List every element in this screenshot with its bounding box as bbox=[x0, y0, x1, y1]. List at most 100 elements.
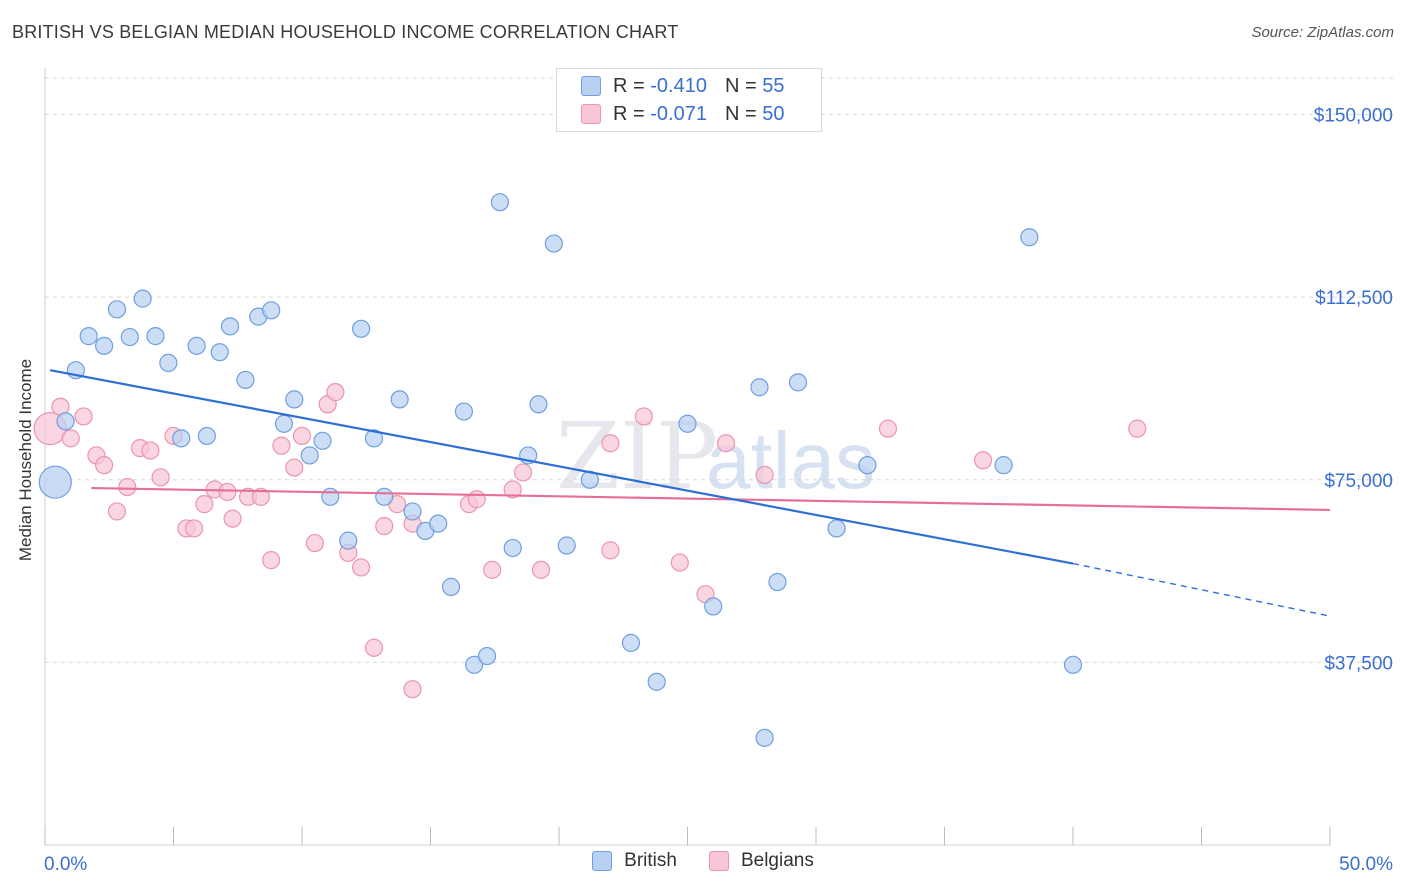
british-point bbox=[313, 431, 332, 450]
british-point bbox=[827, 519, 846, 538]
belgians-point bbox=[251, 487, 270, 506]
belgians-point bbox=[601, 541, 620, 560]
british-point bbox=[503, 538, 522, 558]
belgians-n-value: 50 bbox=[762, 102, 785, 125]
belgians-point bbox=[141, 441, 160, 460]
belgians-point bbox=[352, 558, 371, 577]
british-point bbox=[107, 300, 127, 319]
belgians-point bbox=[107, 502, 127, 521]
belgians-point bbox=[670, 553, 689, 572]
x-tick-label-min: 0.0% bbox=[44, 854, 87, 875]
belgians-r-value: -0.071 bbox=[650, 102, 707, 125]
british-point bbox=[321, 487, 340, 506]
british-point bbox=[454, 402, 474, 421]
axes bbox=[44, 68, 1331, 846]
belgians-swatch bbox=[581, 104, 601, 124]
belgians-point bbox=[755, 465, 774, 484]
british-point bbox=[38, 465, 72, 499]
british-n-label: N = bbox=[724, 74, 757, 97]
legend-row-british: R = -0.410 N = 55 bbox=[557, 72, 784, 100]
grid-lines bbox=[45, 77, 1395, 663]
belgians-point bbox=[503, 480, 522, 499]
british-r-value: -0.410 bbox=[650, 74, 707, 97]
british-point bbox=[56, 412, 75, 431]
british-point bbox=[300, 446, 319, 465]
belgians-point bbox=[218, 482, 237, 502]
belgians-point bbox=[601, 434, 620, 453]
british-point bbox=[621, 633, 641, 653]
british-point bbox=[465, 655, 484, 674]
british-trend-line bbox=[49, 369, 1074, 565]
series-legend: British Belgians bbox=[0, 850, 1406, 872]
british-point bbox=[1020, 228, 1039, 247]
british-point bbox=[159, 353, 178, 372]
belgians-r-label: R = bbox=[613, 102, 645, 125]
british-point bbox=[133, 289, 152, 308]
british-point bbox=[146, 327, 165, 346]
belgians-point bbox=[61, 429, 80, 448]
british-point bbox=[704, 597, 723, 616]
british-point bbox=[788, 373, 808, 392]
y-tick-label: $75,000 bbox=[1324, 471, 1393, 492]
belgians-point bbox=[184, 519, 204, 538]
british-point bbox=[490, 193, 509, 212]
british-point bbox=[441, 577, 461, 596]
belgians-point bbox=[513, 463, 533, 482]
british-point bbox=[79, 327, 98, 346]
belgians-point bbox=[364, 638, 384, 657]
watermark: ZIP atlas bbox=[556, 403, 875, 510]
british-point bbox=[210, 343, 229, 362]
british-point bbox=[352, 319, 371, 338]
belgians-point bbox=[375, 516, 394, 536]
british-point bbox=[364, 429, 384, 448]
british-r-label: R = bbox=[613, 74, 645, 97]
british-point bbox=[390, 390, 409, 409]
british-point bbox=[557, 536, 576, 555]
british-point bbox=[95, 336, 114, 355]
watermark-atlas: atlas bbox=[706, 416, 875, 505]
belgians-point bbox=[272, 436, 291, 455]
belgians-point bbox=[716, 434, 736, 453]
belgians-point bbox=[305, 533, 324, 553]
british-point bbox=[197, 426, 217, 446]
belgians-point bbox=[403, 680, 422, 699]
trend-lines bbox=[49, 369, 1331, 617]
belgians-legend-swatch bbox=[708, 851, 729, 871]
legend-item-british[interactable]: British bbox=[592, 850, 677, 872]
british-point bbox=[994, 456, 1013, 475]
british-point bbox=[678, 414, 697, 433]
british-point bbox=[858, 456, 877, 475]
belgians-point bbox=[292, 426, 312, 446]
british-point bbox=[262, 301, 281, 320]
belgians-point bbox=[195, 495, 214, 514]
belgians-point bbox=[1128, 419, 1147, 438]
legend-item-belgians[interactable]: Belgians bbox=[708, 850, 814, 872]
british-legend-swatch bbox=[592, 851, 613, 871]
correlation-legend: R = -0.410 N = 55 R = -0.071 N = 50 bbox=[556, 68, 822, 132]
british-n-value: 55 bbox=[762, 74, 785, 97]
belgians-point bbox=[223, 509, 242, 528]
british-point bbox=[187, 336, 206, 355]
belgians-point bbox=[95, 456, 114, 475]
british-point bbox=[403, 502, 422, 521]
chart-title: BRITISH VS BELGIAN MEDIAN HOUSEHOLD INCO… bbox=[12, 22, 679, 42]
belgians-point bbox=[118, 477, 137, 497]
belgians-point bbox=[285, 458, 304, 477]
british-point bbox=[220, 317, 240, 336]
british-point bbox=[755, 728, 774, 747]
y-tick-label: $150,000 bbox=[1314, 106, 1393, 127]
british-point bbox=[172, 429, 191, 448]
belgians-point bbox=[483, 560, 502, 579]
british-point bbox=[477, 646, 497, 666]
british-point bbox=[544, 234, 563, 253]
source-label: Source: ZipAtlas.com bbox=[1251, 24, 1394, 41]
belgians-point bbox=[467, 490, 486, 509]
x-tick-label-max: 50.0% bbox=[1339, 854, 1393, 875]
british-point bbox=[120, 327, 139, 347]
british-point bbox=[375, 487, 394, 506]
legend-row-belgians: R = -0.071 N = 50 bbox=[557, 100, 784, 128]
british-point bbox=[429, 514, 448, 533]
belgians-legend-label: Belgians bbox=[740, 850, 814, 871]
belgians-point bbox=[262, 551, 281, 570]
